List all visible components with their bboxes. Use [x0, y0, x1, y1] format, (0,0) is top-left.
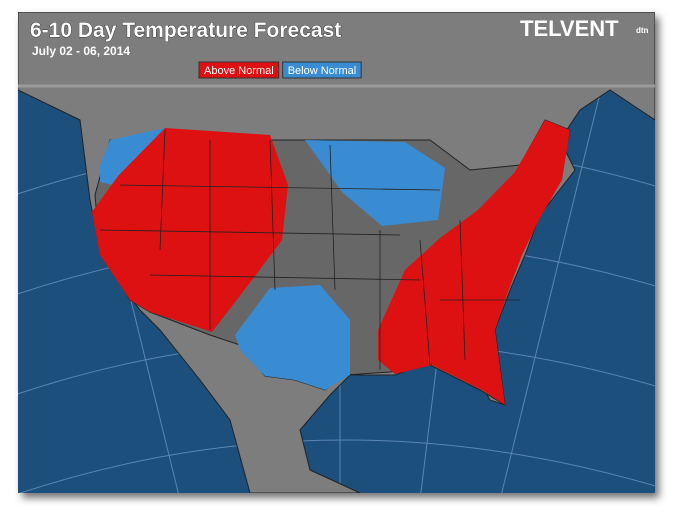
above-normal-region	[378, 120, 570, 405]
subtitle: July 02 - 06, 2014	[32, 44, 130, 58]
map	[18, 12, 655, 493]
state-borders	[99, 129, 520, 370]
title: 6-10 Day Temperature Forecast	[30, 19, 341, 42]
legend-box	[198, 61, 280, 79]
legend-label: Below Normal	[288, 65, 356, 77]
above-normal-region	[92, 128, 288, 332]
below-normal-region	[235, 285, 350, 390]
logo-badge: dtn	[636, 26, 649, 35]
legend-label: Above Normal	[204, 65, 274, 77]
legend: Above Normal Below Normal	[198, 61, 362, 79]
below-normal-region	[100, 128, 165, 186]
below-normal-region	[305, 140, 445, 226]
logo: TELVENT	[520, 16, 619, 41]
legend-box	[282, 61, 362, 79]
